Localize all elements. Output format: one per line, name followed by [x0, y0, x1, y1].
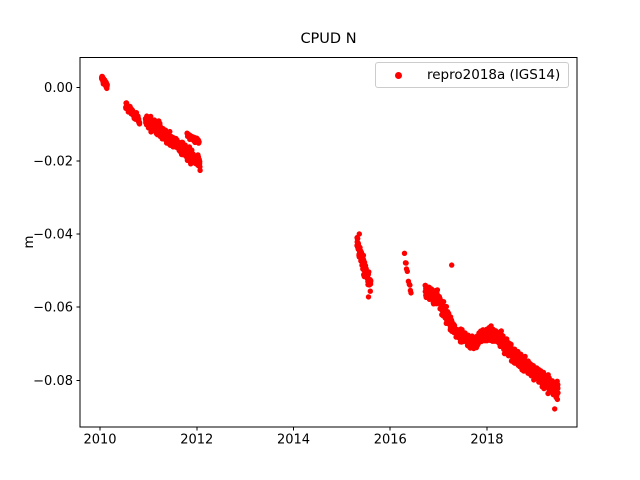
data-point: [508, 341, 514, 347]
scatter-series: [98, 73, 561, 412]
data-point: [366, 269, 372, 275]
y-tick-label: −0.04: [33, 227, 73, 242]
data-point: [401, 250, 408, 256]
data-point: [167, 128, 173, 135]
data-point: [408, 290, 414, 296]
data-point: [197, 158, 203, 165]
data-point: [367, 288, 373, 294]
data-point: [104, 82, 110, 88]
data-point: [555, 385, 561, 392]
data-point: [443, 303, 450, 310]
data-point: [449, 262, 455, 268]
legend-label: repro2018a (IGS14): [427, 67, 561, 83]
data-point: [440, 299, 447, 305]
data-point: [403, 260, 409, 266]
x-tick-label: 2010: [83, 433, 116, 448]
data-point: [554, 396, 561, 403]
y-tick-label: −0.06: [33, 301, 73, 316]
y-tick-label: −0.08: [33, 374, 73, 389]
data-point: [197, 167, 203, 174]
x-tick-label: 2014: [277, 433, 310, 448]
x-axis-ticks: 2010 2012 2014 2016 2018: [83, 427, 504, 448]
data-point: [355, 235, 361, 242]
chart-title: CPUD N: [300, 31, 357, 47]
x-tick-label: 2012: [180, 433, 213, 448]
data-point: [434, 287, 441, 293]
data-point: [522, 353, 528, 360]
x-tick-label: 2016: [374, 433, 407, 448]
data-point: [136, 119, 143, 126]
data-point: [368, 277, 374, 284]
data-point: [407, 282, 413, 288]
data-point: [356, 231, 362, 237]
plot-area: [79, 57, 578, 428]
data-point: [404, 268, 410, 274]
data-point: [552, 406, 558, 412]
data-point: [498, 328, 504, 334]
data-point: [555, 382, 561, 388]
data-point: [555, 390, 561, 396]
legend-marker-icon: [395, 71, 402, 79]
data-point: [365, 294, 372, 300]
y-axis-label: m: [21, 235, 37, 249]
legend: repro2018a (IGS14): [375, 62, 569, 88]
y-tick-label: 0.00: [44, 81, 73, 96]
y-tick-label: −0.02: [33, 154, 73, 169]
x-tick-label: 2018: [470, 433, 503, 448]
y-axis-ticks: 0.00 −0.02 −0.04 −0.06 −0.08: [33, 81, 80, 389]
data-point: [360, 252, 367, 259]
data-point: [196, 139, 202, 145]
